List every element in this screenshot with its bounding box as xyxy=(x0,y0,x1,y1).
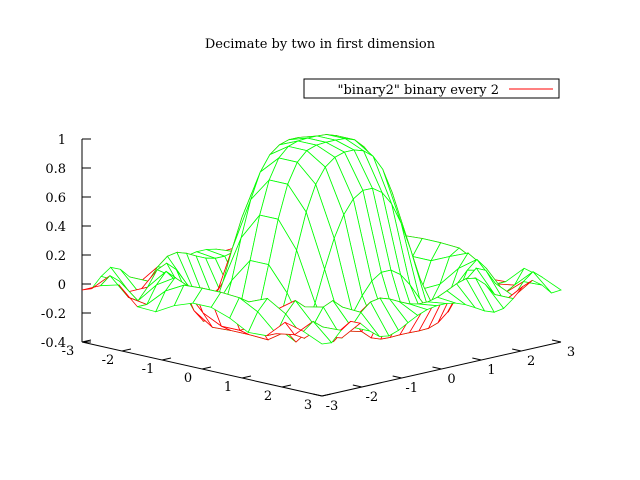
surface-mesh xyxy=(81,134,562,345)
z-axis: 1 0.8 0.6 0.4 0.2 0 -0.2 -0.4 xyxy=(41,133,91,351)
x-tick-mark xyxy=(281,384,292,388)
y-tick-label: 1 xyxy=(487,363,495,378)
x-tick-label: 2 xyxy=(264,389,272,404)
x-tick-mark xyxy=(81,339,92,343)
legend-label: "binary2" binary every 2 xyxy=(337,83,499,98)
x-tick-label: 3 xyxy=(304,398,312,413)
x-tick-label: -1 xyxy=(142,362,155,377)
x-tick-label: 0 xyxy=(184,371,192,386)
y-tick-label: -2 xyxy=(365,390,378,405)
y-tick-label: 3 xyxy=(567,345,575,360)
y-tick-mark xyxy=(352,384,362,388)
x-tick-mark xyxy=(201,366,212,370)
y-tick-mark xyxy=(392,375,402,379)
chart-title: Decimate by two in first dimension xyxy=(205,37,436,52)
z-tick-label: -0.2 xyxy=(41,307,66,322)
legend: "binary2" binary every 2 xyxy=(303,78,560,99)
y-tick-mark xyxy=(512,348,522,352)
y-axis: -3 -2 -1 0 1 2 3 xyxy=(312,339,575,414)
x-tick-mark xyxy=(161,357,172,361)
x-tick-mark xyxy=(241,375,252,379)
y-tick-mark xyxy=(472,357,482,361)
y-tick-label: 0 xyxy=(447,372,455,387)
y-tick-mark xyxy=(312,393,323,397)
y-tick-label: -1 xyxy=(405,381,418,396)
x-tick-label: -3 xyxy=(62,344,75,359)
y-tick-label: 2 xyxy=(527,354,535,369)
surface-cell xyxy=(302,320,333,345)
x-axis: -3 -2 -1 0 1 2 3 xyxy=(62,339,332,413)
z-tick-label: 1 xyxy=(58,133,66,148)
z-tick-label: 0.2 xyxy=(45,249,66,264)
x-tick-label: -2 xyxy=(102,353,115,368)
x-tick-mark xyxy=(121,348,132,352)
y-tick-mark xyxy=(551,339,562,343)
z-tick-label: 0.4 xyxy=(45,220,66,235)
z-tick-label: 0.8 xyxy=(45,162,66,177)
x-tick-label: 1 xyxy=(224,380,232,395)
legend-box xyxy=(303,78,560,99)
y-tick-mark xyxy=(432,366,442,370)
y-tick-label: -3 xyxy=(326,399,339,414)
z-tick-label: -0.4 xyxy=(41,336,66,351)
z-tick-label: 0 xyxy=(58,278,66,293)
z-tick-label: 0.6 xyxy=(45,191,66,206)
